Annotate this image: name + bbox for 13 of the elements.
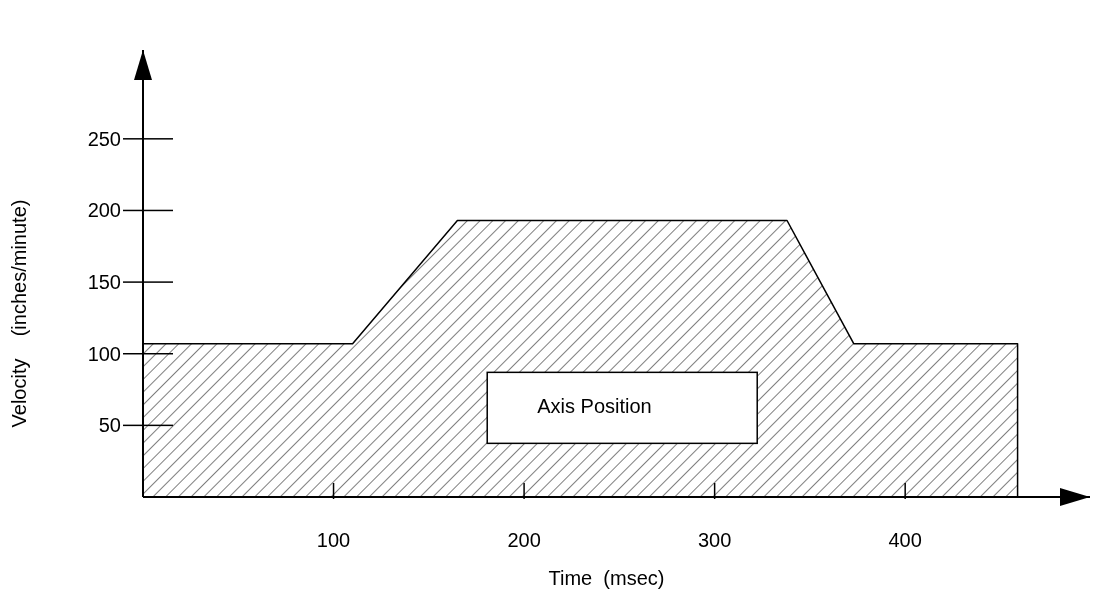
- x-tick-label: 400: [888, 529, 922, 551]
- x-axis-title: Time (msec): [548, 567, 665, 589]
- y-tick-label: 50: [98, 414, 121, 437]
- y-tick-label: 100: [87, 342, 121, 365]
- x-tick-label: 300: [697, 529, 732, 551]
- y-tick-label: 250: [87, 127, 121, 150]
- y-tick-label: 200: [87, 199, 121, 222]
- label-box: Axis Position: [486, 371, 758, 445]
- y-axis-title: Velocity (inches/minute): [8, 199, 30, 428]
- y-tick-label: 150: [87, 271, 121, 294]
- x-tick-label: 100: [316, 529, 351, 551]
- x-tick-label: 200: [507, 529, 541, 551]
- annotation: Axis Position: [537, 395, 652, 418]
